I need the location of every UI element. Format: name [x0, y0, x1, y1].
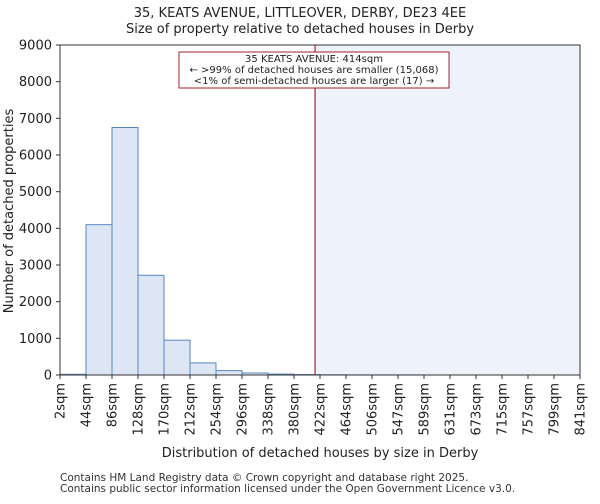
x-tick-label-338sqm: 338sqm: [262, 383, 277, 436]
x-tick-label-128sqm: 128sqm: [132, 383, 147, 436]
x-tick-label-44sqm: 44sqm: [80, 383, 95, 427]
x-tick-label-2sqm: 2sqm: [54, 383, 69, 419]
x-tick-label-673sqm: 673sqm: [470, 383, 485, 436]
y-tick-label-9000: 9000: [19, 39, 52, 54]
x-tick-label-170sqm: 170sqm: [158, 383, 173, 436]
y-tick-label-3000: 3000: [19, 259, 52, 274]
x-tick-label-86sqm: 86sqm: [106, 383, 121, 427]
y-tick-label-8000: 8000: [19, 75, 52, 90]
bar-44sqm: [86, 225, 112, 375]
x-tick-label-254sqm: 254sqm: [210, 383, 225, 436]
x-tick-label-422sqm: 422sqm: [314, 383, 329, 436]
annotation-smaller: ← >99% of detached houses are smaller (1…: [190, 65, 439, 76]
y-tick-label-1000: 1000: [19, 332, 52, 347]
x-tick-label-757sqm: 757sqm: [522, 383, 537, 436]
x-tick-label-799sqm: 799sqm: [548, 383, 563, 436]
larger-than-property-shade: [315, 45, 580, 375]
y-axis-ticks: 0 1000 2000 3000 4000 5000 6000 7000 8000 9000: [19, 39, 60, 384]
x-tick-label-464sqm: 464sqm: [340, 383, 355, 436]
x-tick-label-506sqm: 506sqm: [366, 383, 381, 436]
annotation-box: 35 KEATS AVENUE: 414sqm ← >99% of detach…: [179, 52, 449, 88]
x-tick-label-547sqm: 547sqm: [392, 383, 407, 436]
bar-254sqm: [216, 371, 242, 375]
x-axis-ticks: 2sqm 44sqm 86sqm 128sqm 170sqm 212sqm 254sqm 29…: [54, 375, 589, 436]
x-tick-label-380sqm: 380sqm: [288, 383, 303, 436]
y-tick-label-4000: 4000: [19, 222, 52, 237]
y-tick-label-6000: 6000: [19, 149, 52, 164]
y-tick-label-7000: 7000: [19, 112, 52, 127]
y-tick-label-0: 0: [44, 369, 52, 384]
x-tick-label-631sqm: 631sqm: [444, 383, 459, 436]
annotation-larger: <1% of semi-detached houses are larger (…: [194, 76, 434, 87]
y-tick-label-2000: 2000: [19, 295, 52, 310]
bar-212sqm: [190, 363, 216, 375]
annotation-title: 35 KEATS AVENUE: 414sqm: [245, 54, 383, 65]
x-tick-label-841sqm: 841sqm: [574, 383, 589, 436]
x-tick-label-715sqm: 715sqm: [496, 383, 511, 436]
y-axis-label: Number of detached properties: [2, 109, 17, 314]
x-tick-label-212sqm: 212sqm: [184, 383, 199, 436]
chart-title: 35, KEATS AVENUE, LITTLEOVER, DERBY, DE2…: [134, 6, 467, 21]
x-tick-label-296sqm: 296sqm: [236, 383, 251, 436]
bar-128sqm: [138, 275, 164, 375]
footer-line-2: Contains public sector information licen…: [60, 484, 515, 495]
chart-subtitle: Size of property relative to detached ho…: [126, 22, 474, 37]
bar-86sqm: [112, 128, 138, 376]
x-axis-label: Distribution of detached houses by size …: [162, 446, 479, 461]
y-tick-label-5000: 5000: [19, 185, 52, 200]
bar-170sqm: [164, 340, 190, 375]
x-tick-label-589sqm: 589sqm: [418, 383, 433, 436]
